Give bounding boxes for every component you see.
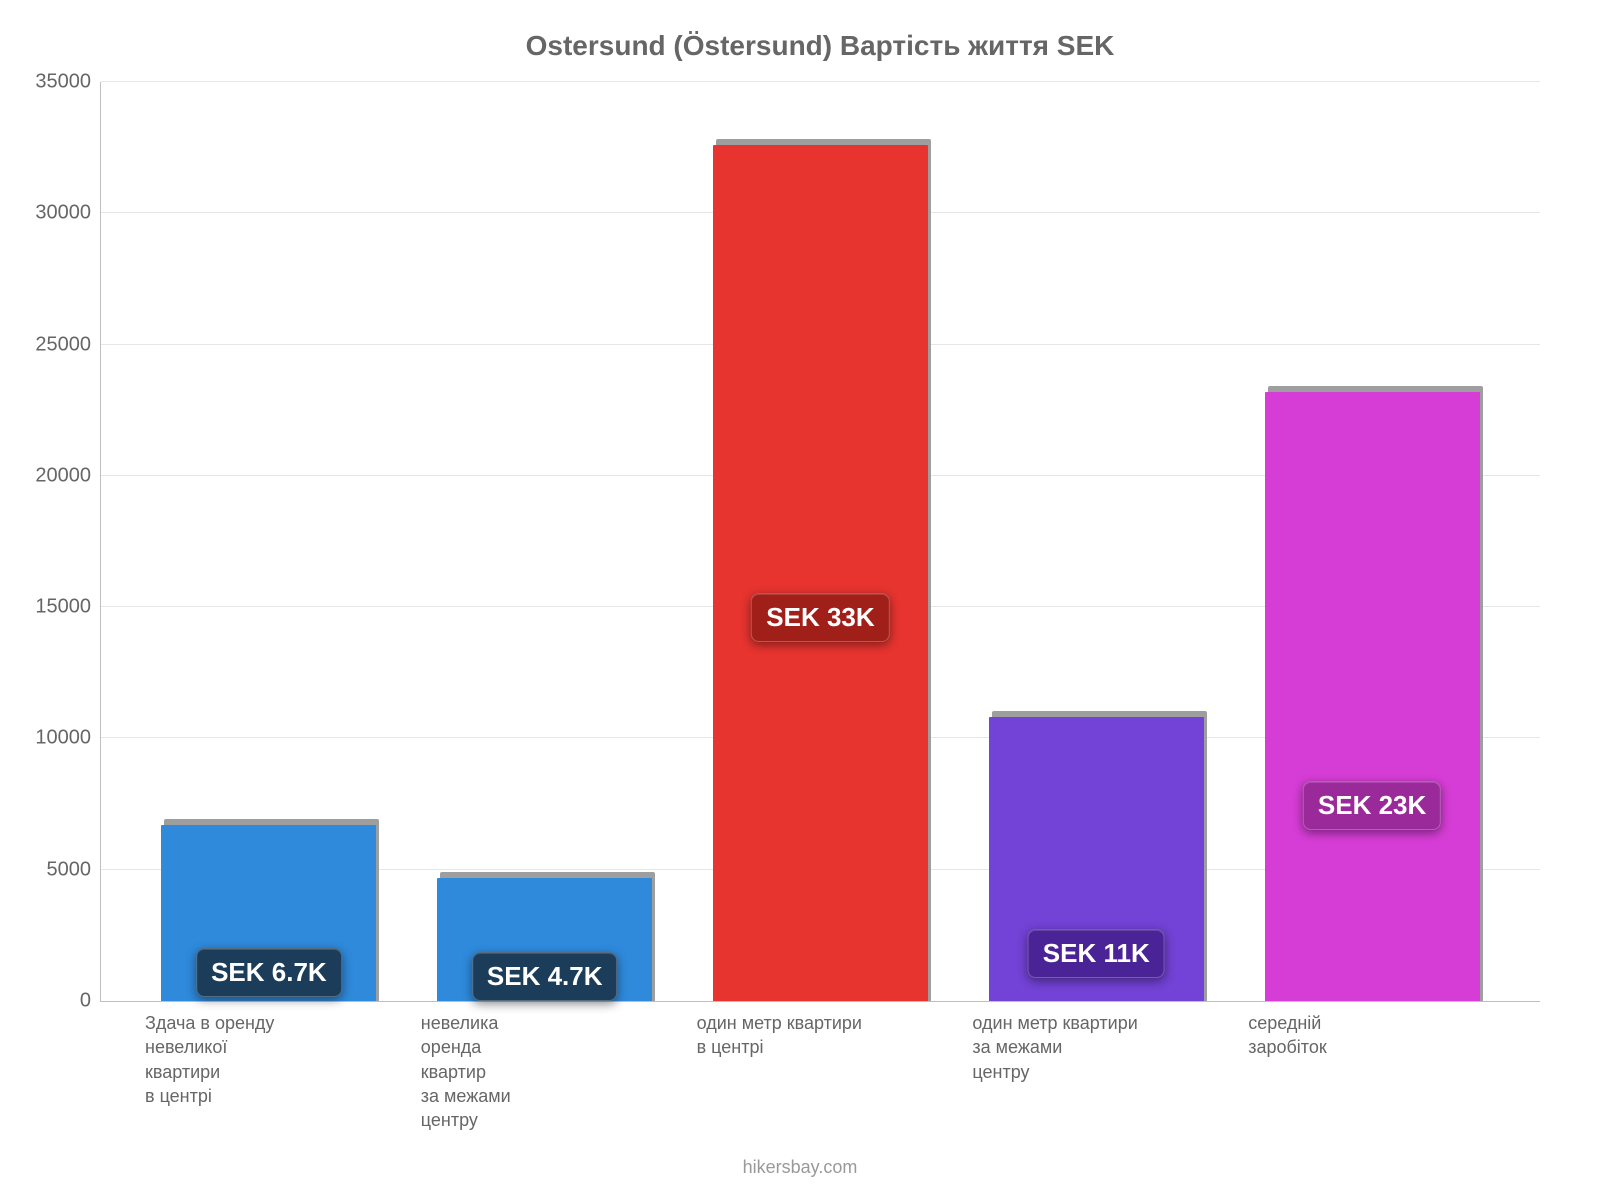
x-axis-label: невеликаорендаквартирза межамицентру (407, 1011, 683, 1132)
chart-title: Ostersund (Östersund) Вартість життя SEK (100, 30, 1540, 62)
bar-fill (1265, 392, 1480, 1001)
y-tick-label: 35000 (35, 71, 101, 94)
bar-slot: SEK 33K (683, 82, 959, 1001)
y-tick-label: 5000 (47, 858, 102, 881)
bar: SEK 23K (1265, 392, 1480, 1001)
bar-value-label: SEK 4.7K (472, 952, 618, 1001)
y-tick-label: 15000 (35, 596, 101, 619)
bar: SEK 33K (713, 145, 928, 1001)
y-tick-label: 10000 (35, 727, 101, 750)
bar: SEK 11K (989, 717, 1204, 1001)
plot-area: SEK 6.7KSEK 4.7KSEK 33KSEK 11KSEK 23K Зд… (100, 82, 1540, 1002)
bar-slot: SEK 6.7K (131, 82, 407, 1001)
y-tick-label: 0 (80, 990, 101, 1013)
bar: SEK 4.7K (437, 878, 652, 1001)
x-axis-label: один метр квартириза межамицентру (958, 1011, 1234, 1132)
chart-container: Ostersund (Östersund) Вартість життя SEK… (0, 0, 1600, 1200)
x-axis-labels: Здача в орендуневеликоїквартирив центрін… (101, 1001, 1540, 1132)
bar-slot: SEK 11K (958, 82, 1234, 1001)
bar-value-label: SEK 33K (751, 593, 889, 642)
y-tick-label: 25000 (35, 333, 101, 356)
bar-value-label: SEK 23K (1303, 781, 1441, 830)
bars-group: SEK 6.7K SEK 4.7K SEK 33K SEK 11K SEK 23K (101, 82, 1540, 1001)
bar: SEK 6.7K (161, 825, 376, 1001)
bar-slot: SEK 23K (1234, 82, 1510, 1001)
bar-value-label: SEK 6.7K (196, 948, 342, 997)
x-axis-label: Здача в орендуневеликоїквартирив центрі (131, 1011, 407, 1132)
bar-value-label: SEK 11K (1028, 929, 1165, 978)
y-tick-label: 20000 (35, 464, 101, 487)
y-tick-label: 30000 (35, 202, 101, 225)
source-attribution: hikersbay.com (0, 1157, 1600, 1178)
x-axis-label: середнійзаробіток (1234, 1011, 1510, 1132)
x-axis-label: один метр квартирив центрі (683, 1011, 959, 1132)
bar-fill (713, 145, 928, 1001)
bar-slot: SEK 4.7K (407, 82, 683, 1001)
